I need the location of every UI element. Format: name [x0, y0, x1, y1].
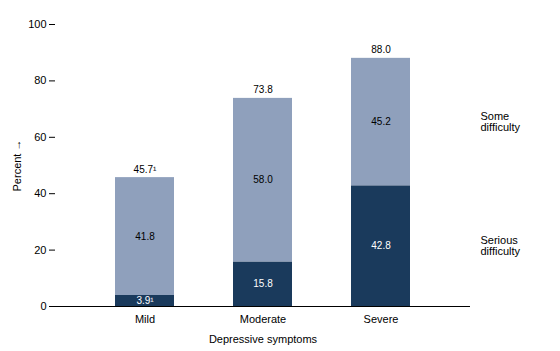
- svg-text:20: 20: [34, 244, 46, 256]
- svg-text:45.7¹: 45.7¹: [134, 164, 157, 175]
- svg-text:Seriousdifficulty: Seriousdifficulty: [481, 234, 521, 257]
- svg-text:Somedifficulty: Somedifficulty: [481, 110, 521, 133]
- svg-text:Percent →: Percent →: [11, 140, 23, 192]
- svg-text:Moderate: Moderate: [240, 313, 286, 325]
- svg-text:Depressive symptoms: Depressive symptoms: [209, 333, 318, 345]
- svg-text:88.0: 88.0: [371, 44, 391, 55]
- svg-text:58.0: 58.0: [253, 174, 273, 185]
- svg-text:42.8: 42.8: [371, 240, 391, 251]
- svg-text:100: 100: [28, 18, 46, 30]
- svg-text:Mild: Mild: [135, 313, 155, 325]
- svg-text:45.2: 45.2: [371, 116, 391, 127]
- svg-text:40: 40: [34, 187, 46, 199]
- svg-text:0: 0: [40, 300, 46, 312]
- svg-text:41.8: 41.8: [135, 231, 155, 242]
- svg-text:3.9¹: 3.9¹: [136, 295, 154, 306]
- svg-text:15.8: 15.8: [253, 278, 273, 289]
- svg-text:60: 60: [34, 131, 46, 143]
- svg-text:80: 80: [34, 74, 46, 86]
- svg-text:Severe: Severe: [364, 313, 399, 325]
- svg-text:73.8: 73.8: [253, 84, 273, 95]
